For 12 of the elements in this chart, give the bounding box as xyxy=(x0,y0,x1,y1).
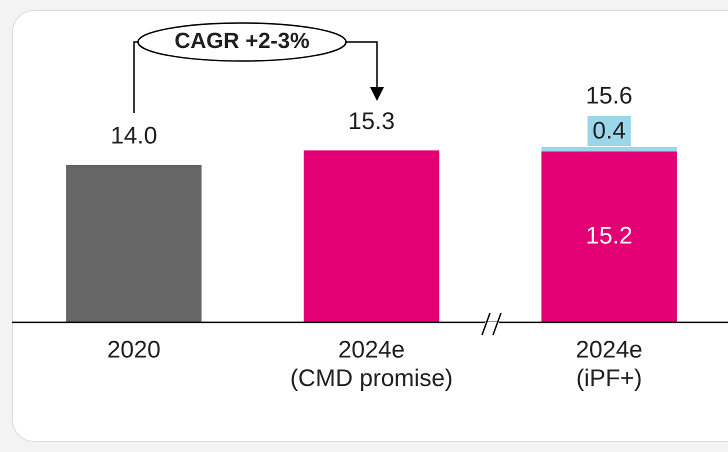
data-label: 0.4 xyxy=(592,118,626,145)
x-tick-label: 2020 xyxy=(107,336,161,364)
bar xyxy=(541,152,677,322)
data-label: 15.2 xyxy=(586,222,633,250)
x-tick-label: 2024e (CMD promise) xyxy=(290,336,453,392)
bar xyxy=(66,164,202,322)
bar xyxy=(304,150,440,322)
data-label: 14.0 xyxy=(110,122,158,150)
data-label: 15.3 xyxy=(348,108,395,135)
total-label: 15.6 xyxy=(586,82,633,110)
text: CAGR +2-3% xyxy=(173,28,311,54)
x-tick-label: 2024e (iPF+) xyxy=(576,336,643,392)
